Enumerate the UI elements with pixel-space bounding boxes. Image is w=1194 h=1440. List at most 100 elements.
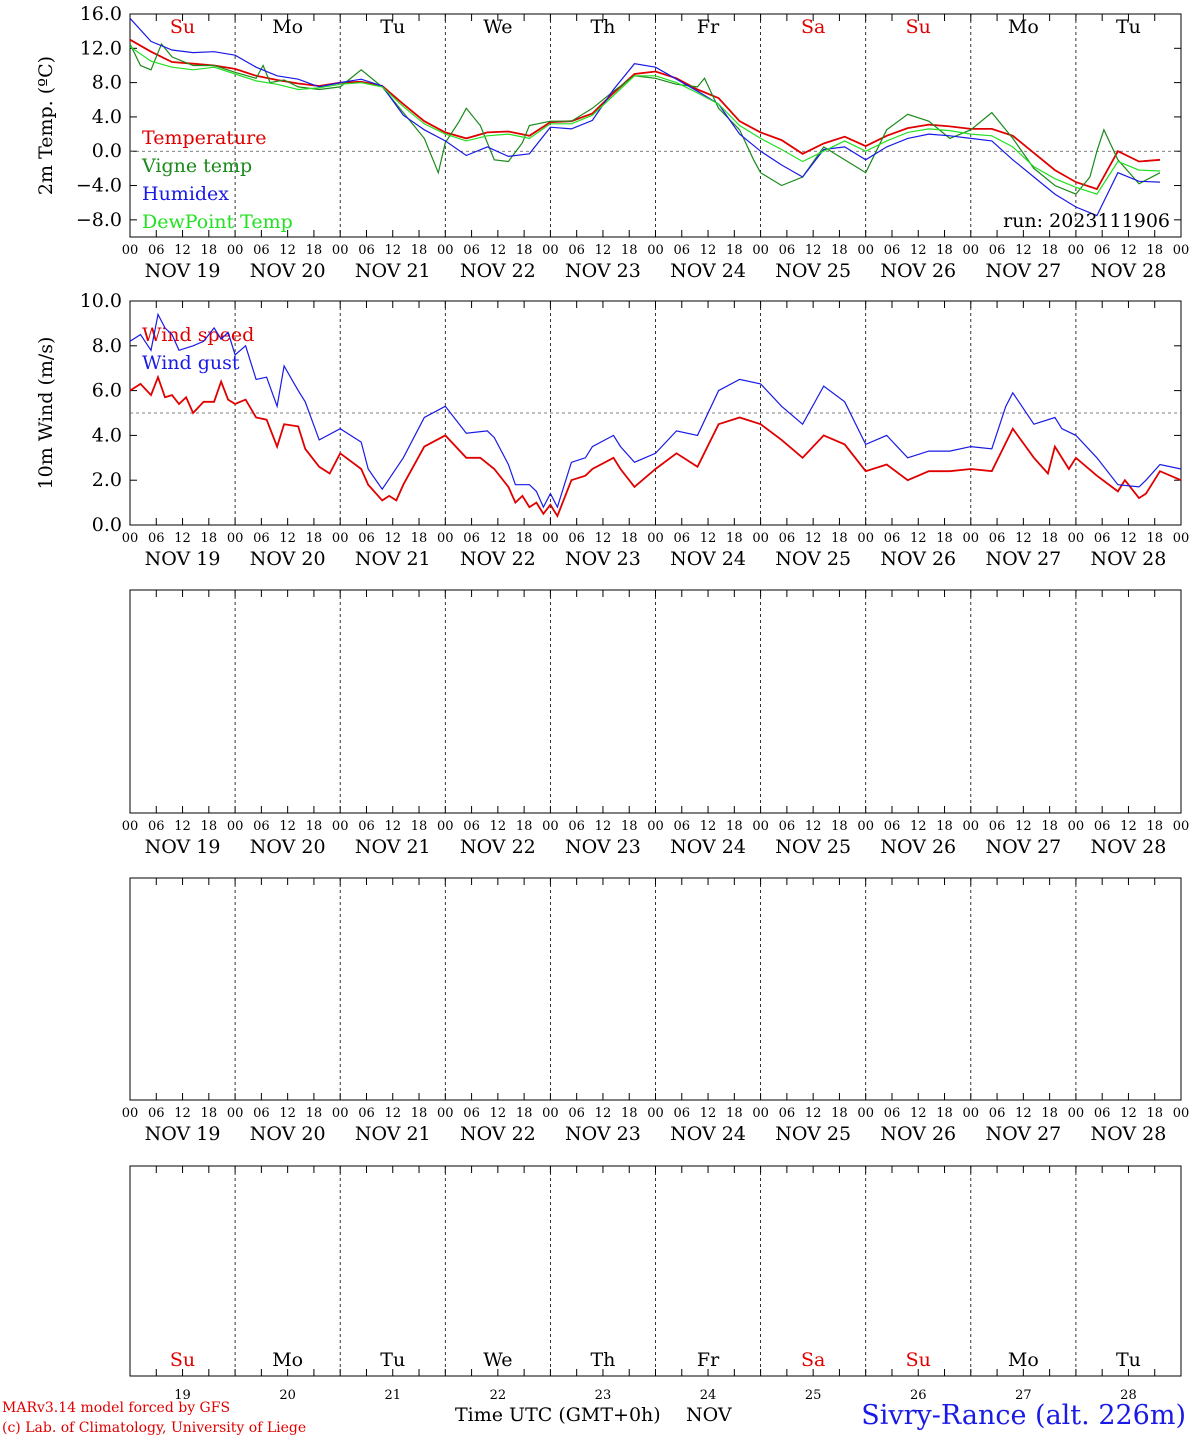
hour-tick-label: 18: [936, 819, 953, 834]
hour-tick-label: 00: [1173, 531, 1190, 546]
legend-entry: Humidex: [142, 183, 229, 205]
day-number-label: 27: [1015, 1388, 1032, 1403]
hour-tick-label: 12: [1015, 531, 1032, 546]
hour-tick-label: 18: [621, 819, 638, 834]
hour-tick-label: 06: [148, 1106, 165, 1121]
hour-tick-label: 18: [1041, 819, 1058, 834]
hour-tick-label: 18: [831, 819, 848, 834]
hour-tick-label: 18: [621, 1106, 638, 1121]
series-line-humidex: [129, 17, 1161, 217]
hour-tick-label: 18: [936, 531, 953, 546]
hour-tick-label: 12: [805, 243, 822, 258]
hour-tick-label: 06: [1094, 819, 1111, 834]
hour-tick-label: 12: [595, 243, 612, 258]
hour-tick-label: 12: [174, 819, 191, 834]
hour-tick-label: 18: [411, 819, 428, 834]
hour-tick-label: 06: [1094, 531, 1111, 546]
hour-tick-label: 12: [279, 531, 296, 546]
weekday-label: Sa: [801, 16, 825, 38]
hour-tick-label: 00: [332, 243, 349, 258]
hour-tick-label: 00: [122, 819, 139, 834]
weekday-label: Mo: [1008, 16, 1039, 38]
weekday-label: Tu: [1116, 1349, 1141, 1371]
hour-tick-label: 12: [805, 1106, 822, 1121]
hour-tick-label: 00: [1068, 531, 1085, 546]
hour-tick-label: 06: [674, 1106, 691, 1121]
hour-tick-label: 00: [437, 243, 454, 258]
date-label: NOV 26: [880, 1123, 956, 1145]
day-number-label: 23: [595, 1388, 612, 1403]
date-label: NOV 19: [145, 836, 221, 858]
y-tick-label: −4.0: [76, 175, 122, 197]
date-label: NOV 22: [460, 260, 536, 282]
hour-tick-label: 06: [358, 819, 375, 834]
hour-tick-label: 00: [647, 531, 664, 546]
weekday-label: We: [483, 16, 512, 38]
hour-tick-label: 06: [463, 531, 480, 546]
hour-tick-label: 12: [384, 1106, 401, 1121]
day-number-label: 19: [174, 1388, 191, 1403]
date-label: NOV 23: [565, 548, 641, 570]
hour-tick-label: 00: [752, 819, 769, 834]
hour-tick-label: 12: [1015, 243, 1032, 258]
date-label: NOV 24: [670, 260, 746, 282]
hour-tick-label: 00: [227, 819, 244, 834]
hour-tick-label: 12: [910, 531, 927, 546]
date-label: NOV 20: [250, 548, 326, 570]
hour-tick-label: 18: [1146, 531, 1163, 546]
hour-tick-label: 12: [490, 531, 507, 546]
hour-tick-label: 18: [621, 531, 638, 546]
hour-tick-label: 00: [963, 243, 980, 258]
hour-tick-label: 06: [989, 531, 1006, 546]
hour-tick-label: 12: [279, 1106, 296, 1121]
hour-tick-label: 18: [831, 1106, 848, 1121]
date-label: NOV 23: [565, 1123, 641, 1145]
date-label: NOV 26: [880, 260, 956, 282]
hour-tick-label: 00: [227, 1106, 244, 1121]
lab-credit: (c) Lab. of Climatology, University of L…: [2, 1420, 307, 1436]
hour-tick-label: 06: [463, 243, 480, 258]
date-label: NOV 27: [985, 836, 1061, 858]
date-label: NOV 20: [250, 836, 326, 858]
y-tick-label: 6.0: [92, 380, 122, 402]
hour-tick-label: 12: [490, 819, 507, 834]
hour-tick-label: 00: [752, 243, 769, 258]
hour-tick-label: 12: [910, 1106, 927, 1121]
hour-tick-label: 18: [621, 243, 638, 258]
date-label: NOV 27: [985, 548, 1061, 570]
model-credit: MARv3.14 model forced by GFS: [2, 1400, 231, 1416]
date-label: NOV 25: [775, 836, 851, 858]
legend-entry: Wind speed: [142, 324, 254, 346]
hour-tick-label: 18: [1041, 531, 1058, 546]
hour-tick-label: 12: [1015, 1106, 1032, 1121]
date-label: NOV 21: [355, 548, 431, 570]
date-label: NOV 24: [670, 1123, 746, 1145]
y-tick-label: 8.0: [92, 72, 122, 94]
day-number-label: 26: [910, 1388, 927, 1403]
y-tick-label: 0.0: [92, 514, 122, 536]
hour-tick-label: 06: [253, 1106, 270, 1121]
hour-tick-label: 06: [674, 243, 691, 258]
panel-0: [129, 13, 1182, 238]
hour-tick-label: 00: [963, 819, 980, 834]
day-number-label: 22: [490, 1388, 507, 1403]
weekday-label: Mo: [272, 16, 303, 38]
hour-tick-label: 12: [1015, 819, 1032, 834]
hour-tick-label: 18: [411, 531, 428, 546]
hour-tick-label: 12: [174, 1106, 191, 1121]
hour-tick-label: 00: [122, 1106, 139, 1121]
hour-tick-label: 00: [122, 531, 139, 546]
date-label: NOV 27: [985, 1123, 1061, 1145]
hour-tick-label: 06: [568, 243, 585, 258]
hour-tick-label: 00: [542, 531, 559, 546]
date-label: NOV 21: [355, 1123, 431, 1145]
date-label: NOV 19: [145, 260, 221, 282]
weekday-label: Th: [590, 16, 615, 38]
panel-frame: [129, 589, 1182, 814]
date-label: NOV 19: [145, 548, 221, 570]
hour-tick-label: 00: [437, 819, 454, 834]
date-label: NOV 25: [775, 1123, 851, 1145]
panel-2: [129, 589, 1182, 814]
legend-entry: Temperature: [142, 127, 266, 149]
hour-tick-label: 00: [963, 531, 980, 546]
